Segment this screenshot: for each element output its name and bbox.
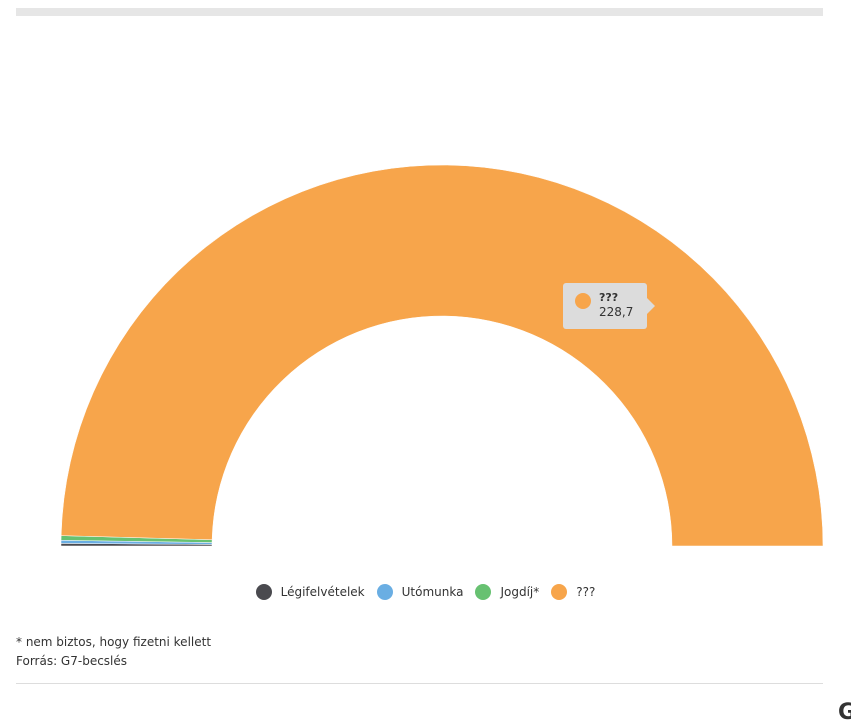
legend-dot xyxy=(551,584,568,600)
footnote: * nem biztos, hogy fizetni kellett xyxy=(16,635,212,649)
legend-item-utomunka[interactable]: Utómunka xyxy=(376,584,464,600)
legend-label: ??? xyxy=(576,585,596,599)
legend-dot xyxy=(255,584,272,600)
legend-item-jogdij[interactable]: Jogdíj* xyxy=(475,584,539,600)
tooltip-series-name: ??? xyxy=(599,291,619,304)
legend-item-unknown[interactable]: ??? xyxy=(551,584,595,600)
legend-label: Jogdíj* xyxy=(500,585,540,599)
tooltip-value: 228,7 xyxy=(599,305,634,319)
legend-label: Légifelvételek xyxy=(280,585,365,599)
tooltip-color-dot xyxy=(575,293,591,309)
legend-item-legifelvetelek[interactable]: Légifelvételek xyxy=(255,584,365,600)
chart-legend: Légifelvételek Utómunka Jogdíj* ??? xyxy=(0,582,851,602)
legend-dot xyxy=(376,584,393,600)
corner-logo-glyph: G xyxy=(838,700,851,725)
bottom-divider xyxy=(16,683,823,684)
legend-dot xyxy=(475,584,492,600)
legend-label: Utómunka xyxy=(401,585,464,599)
chart-tooltip: ??? 228,7 xyxy=(563,283,655,329)
top-separator-bar xyxy=(16,8,823,16)
source-note: Forrás: G7-becslés xyxy=(16,654,128,668)
slice-3[interactable] xyxy=(60,164,824,547)
